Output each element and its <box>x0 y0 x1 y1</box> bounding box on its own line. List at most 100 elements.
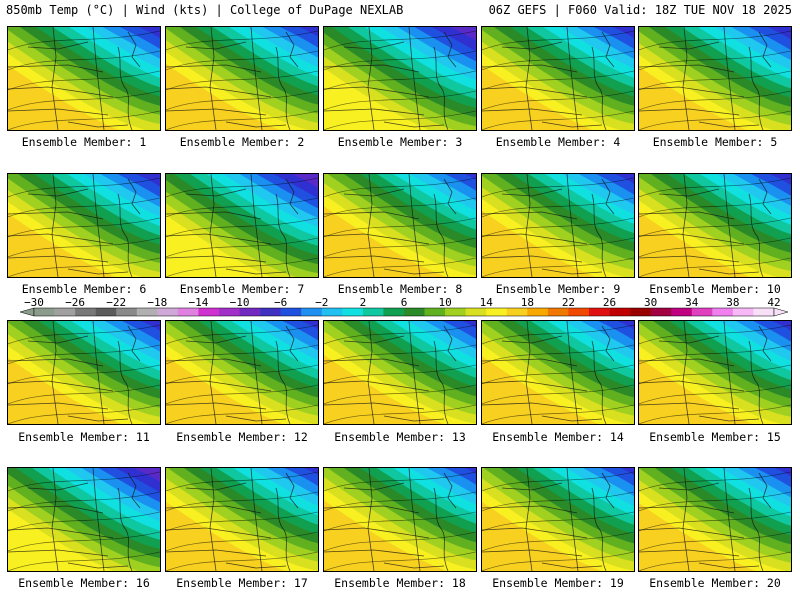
colorbar-segment <box>116 308 138 316</box>
colorbar-tick-label: 30 <box>644 296 657 309</box>
ensemble-member-label: Ensemble Member: 17 <box>176 576 308 590</box>
ensemble-member-label: Ensemble Member: 3 <box>337 135 463 149</box>
colorbar-tick-label: 6 <box>401 296 408 309</box>
colorbar-segment <box>589 308 610 316</box>
colorbar-segment <box>445 308 466 316</box>
colorbar-high-arrow <box>773 307 788 317</box>
colorbar-segment <box>609 308 631 316</box>
colorbar-segment <box>136 308 158 316</box>
colorbar-segment <box>383 308 405 316</box>
map-title: 850mb Temp (°C) | Wind (kts) | College o… <box>6 3 404 17</box>
colorbar-tick-label: −10 <box>230 296 250 309</box>
colorbar-tick-label: −14 <box>189 296 209 309</box>
ensemble-member-map <box>323 320 477 425</box>
ensemble-member-map <box>7 173 161 278</box>
ensemble-member-map <box>323 467 477 572</box>
colorbar-segment <box>691 308 713 316</box>
ensemble-member-map <box>481 467 635 572</box>
colorbar-segment <box>486 308 508 316</box>
colorbar-segment <box>712 308 734 316</box>
colorbar-segment <box>157 308 179 316</box>
ensemble-member-label: Ensemble Member: 7 <box>179 282 305 296</box>
ensemble-member-label: Ensemble Member: 8 <box>337 282 463 296</box>
ensemble-member-label: Ensemble Member: 4 <box>495 135 621 149</box>
ensemble-member-map <box>638 173 792 278</box>
colorbar-tick-label: −22 <box>106 296 126 309</box>
ensemble-member-label: Ensemble Member: 14 <box>492 430 624 444</box>
ensemble-member-map <box>638 26 792 131</box>
ensemble-member-map <box>7 26 161 131</box>
ensemble-member-label: Ensemble Member: 11 <box>18 430 150 444</box>
colorbar-segment <box>465 308 487 316</box>
colorbar-segment <box>342 308 364 316</box>
ensemble-member-map <box>323 26 477 131</box>
colorbar-segment <box>280 308 302 316</box>
colorbar-tick-label: 42 <box>767 296 780 309</box>
colorbar-tick-label: −30 <box>24 296 44 309</box>
ensemble-member-label: Ensemble Member: 2 <box>179 135 305 149</box>
colorbar-tick-label: 2 <box>360 296 367 309</box>
colorbar-tick-label: 10 <box>438 296 451 309</box>
ensemble-member-map <box>165 173 319 278</box>
ensemble-member-map <box>7 467 161 572</box>
ensemble-member-map <box>7 320 161 425</box>
colorbar-tick-label: −6 <box>274 296 287 309</box>
colorbar-tick-label: 34 <box>685 296 699 309</box>
colorbar-tick-label: 26 <box>603 296 616 309</box>
colorbar-segment <box>362 308 384 316</box>
colorbar-tick-label: −2 <box>315 296 328 309</box>
colorbar-segment <box>75 308 96 316</box>
ensemble-member-label: Ensemble Member: 1 <box>21 135 147 149</box>
colorbar-tick-label: 18 <box>521 296 534 309</box>
colorbar-tick-label: 14 <box>480 296 494 309</box>
ensemble-member-label: Ensemble Member: 19 <box>492 576 624 590</box>
ensemble-member-map <box>323 173 477 278</box>
temperature-colorbar: −30 −26 −22 −18 −14 −10 −6 −2 2 6 10 14 18 22 26 30 34 38… <box>20 296 788 317</box>
ensemble-member-map <box>165 26 319 131</box>
run-valid-time: 06Z GEFS | F060 Valid: 18Z TUE NOV 18 20… <box>488 3 792 17</box>
ensemble-member-map <box>638 467 792 572</box>
ensemble-member-label: Ensemble Member: 9 <box>495 282 621 296</box>
ensemble-member-map <box>481 320 635 425</box>
ensemble-member-label: Ensemble Member: 6 <box>21 282 147 296</box>
ensemble-member-map <box>165 467 319 572</box>
ensemble-member-map <box>638 320 792 425</box>
colorbar-low-arrow <box>20 307 35 317</box>
colorbar-segment <box>506 308 528 316</box>
ensemble-member-map <box>165 320 319 425</box>
colorbar-segment <box>753 308 775 316</box>
colorbar-segment <box>239 308 261 316</box>
colorbar-segment <box>650 308 672 316</box>
colorbar-segment <box>568 308 590 316</box>
colorbar-segment <box>630 308 651 316</box>
colorbar-segment <box>424 308 446 316</box>
colorbar-segment <box>260 308 281 316</box>
colorbar-segment <box>671 308 693 316</box>
colorbar-segment <box>95 308 117 316</box>
ensemble-member-map <box>481 26 635 131</box>
colorbar-segment <box>301 308 323 316</box>
colorbar-tick-label: −26 <box>65 296 85 309</box>
colorbar-segment <box>219 308 240 316</box>
ensemble-member-label: Ensemble Member: 13 <box>334 430 466 444</box>
colorbar-tick-label: 38 <box>726 296 739 309</box>
ensemble-member-label: Ensemble Member: 5 <box>652 135 778 149</box>
colorbar-segment <box>732 308 754 316</box>
colorbar-segment <box>54 308 76 316</box>
colorbar-segment <box>34 308 55 316</box>
colorbar-tick-label: −18 <box>147 296 167 309</box>
colorbar-segment <box>321 308 343 316</box>
colorbar-segment <box>177 308 199 316</box>
ensemble-member-label: Ensemble Member: 16 <box>18 576 150 590</box>
ensemble-member-label: Ensemble Member: 10 <box>649 282 781 296</box>
ensemble-member-label: Ensemble Member: 15 <box>649 430 781 444</box>
colorbar-tick-label: 22 <box>562 296 575 309</box>
ensemble-member-label: Ensemble Member: 20 <box>649 576 781 590</box>
ensemble-member-map <box>481 173 635 278</box>
colorbar-segment <box>198 308 220 316</box>
ensemble-member-label: Ensemble Member: 18 <box>334 576 466 590</box>
colorbar-segment <box>527 308 549 316</box>
colorbar-segment <box>547 308 569 316</box>
colorbar-segment <box>404 308 425 316</box>
ensemble-member-label: Ensemble Member: 12 <box>176 430 308 444</box>
